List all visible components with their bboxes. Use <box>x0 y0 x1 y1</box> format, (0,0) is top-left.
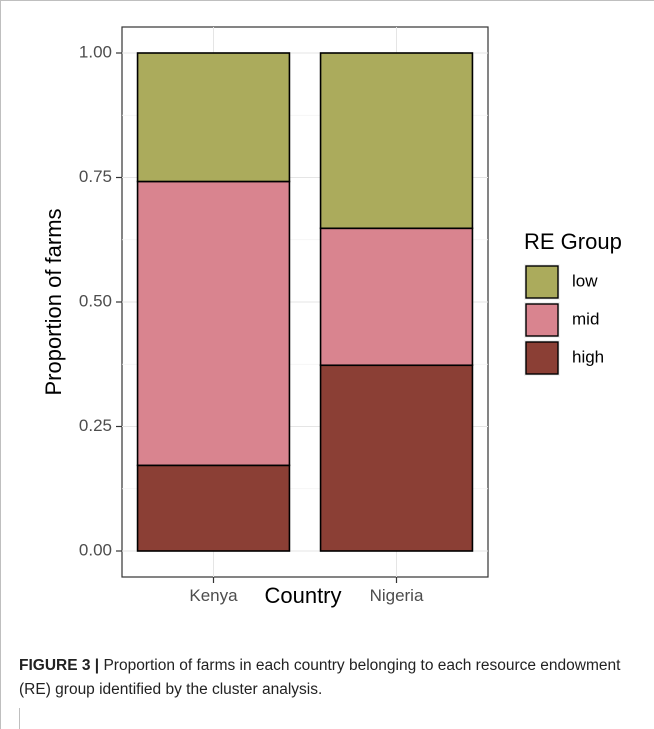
legend: RE Group low mid high <box>524 229 622 376</box>
legend-swatch-low <box>525 265 559 299</box>
bars-group <box>136 52 474 552</box>
legend-label-mid: mid <box>572 309 599 328</box>
x-tick-label-kenya: Kenya <box>189 586 238 605</box>
caption-text: Proportion of farms in each country belo… <box>19 657 621 698</box>
caption-divider <box>19 708 20 729</box>
legend-swatch-high <box>525 341 559 375</box>
bar-mid-nigeria <box>319 227 474 367</box>
figure-caption: FIGURE 3 | Proportion of farms in each c… <box>19 654 644 702</box>
bar-low-kenya <box>136 52 291 183</box>
y-tick-label: 0.75 <box>79 167 112 186</box>
figure-frame-left <box>0 0 1 729</box>
caption-label: FIGURE 3 | <box>19 657 100 674</box>
y-tick-label: 0.50 <box>79 291 112 310</box>
bar-high-nigeria <box>319 364 474 552</box>
y-tick-label: 0.00 <box>79 540 112 559</box>
bar-low-nigeria <box>319 52 474 230</box>
figure-frame-top <box>0 0 654 1</box>
stacked-bar-chart: 0.00 0.25 0.50 0.75 1.00 Kenya Nigeria Countr… <box>41 26 622 608</box>
legend-title: RE Group <box>524 229 622 254</box>
x-axis-title: Country <box>264 583 341 608</box>
y-tick-label: 1.00 <box>79 42 112 61</box>
legend-swatch-mid <box>525 303 559 337</box>
legend-label-high: high <box>572 347 604 366</box>
y-axis-title: Proportion of farms <box>41 208 66 395</box>
x-axis: Kenya Nigeria <box>189 577 424 605</box>
bar-high-kenya <box>136 464 291 552</box>
y-axis: 0.00 0.25 0.50 0.75 1.00 <box>79 42 122 559</box>
x-tick-label-nigeria: Nigeria <box>370 586 424 605</box>
legend-label-low: low <box>572 271 598 290</box>
y-tick-label: 0.25 <box>79 416 112 435</box>
bar-mid-kenya <box>136 180 291 467</box>
